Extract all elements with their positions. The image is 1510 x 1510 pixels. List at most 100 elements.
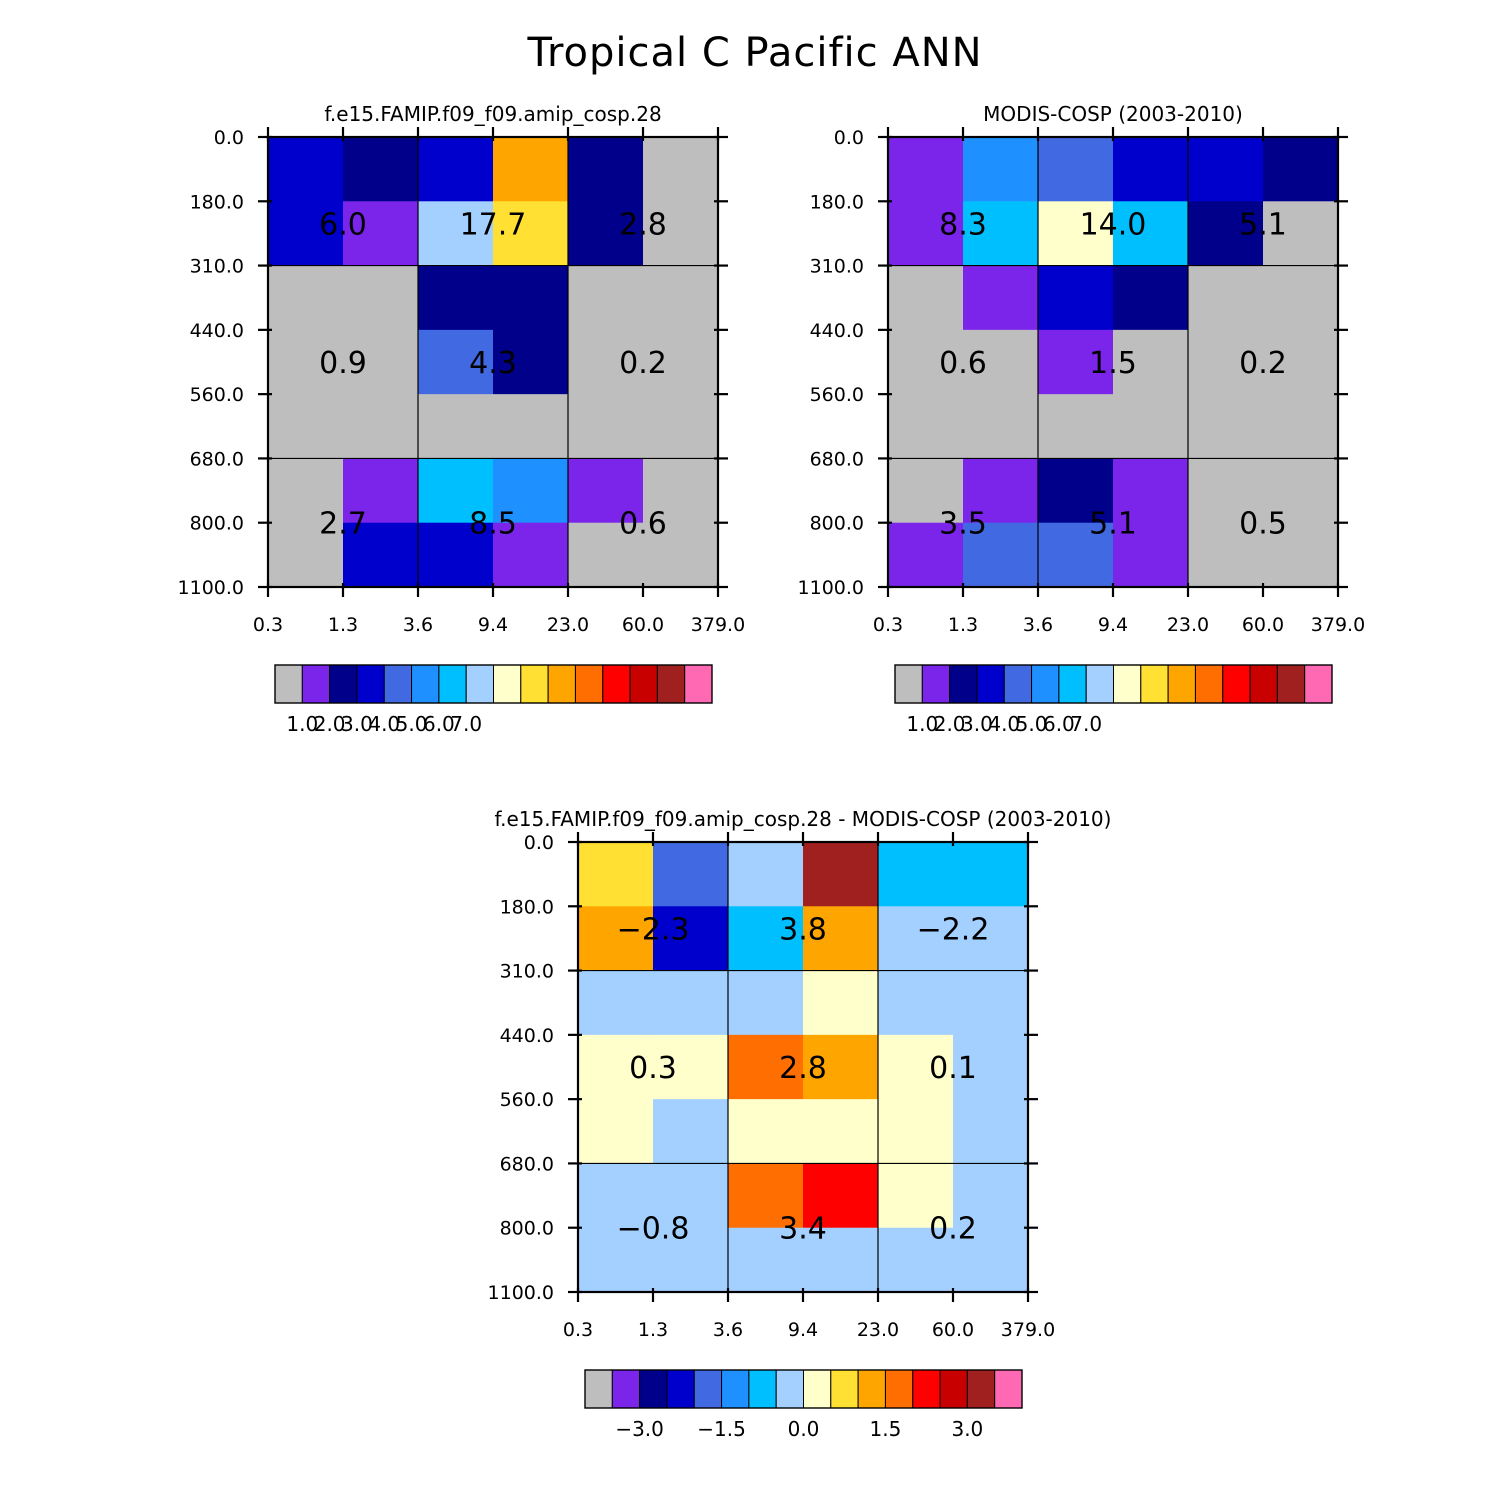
y-tick-label: 680.0 (190, 448, 244, 470)
colorbar-swatch (1167, 664, 1196, 704)
colorbar-swatch (465, 664, 494, 704)
heatmap-cell (418, 458, 494, 524)
colorbar-label: 6.0 (423, 712, 455, 736)
x-tick-label: 60.0 (622, 614, 664, 636)
heatmap-cell (1188, 265, 1264, 331)
heatmap-cell (568, 522, 644, 588)
heatmap-cell (888, 265, 964, 331)
colorbar-swatch (611, 1369, 641, 1409)
heatmap-cell (643, 458, 719, 524)
colorbar-swatch (775, 1369, 804, 1409)
heatmap-cell (803, 1227, 879, 1293)
x-tick-label: 9.4 (1098, 614, 1128, 636)
heatmap-cell (418, 329, 494, 395)
cell-value-label: 2.7 (319, 507, 367, 542)
x-tick-label: 0.3 (873, 614, 903, 636)
heatmap-cell (963, 458, 1039, 524)
colorbar-swatch (1058, 664, 1087, 704)
panel-obs: MODIS-COSP (2003-2010) 0.0 180.0 310.0 440.0… (798, 102, 1366, 736)
heatmap-cell (1113, 201, 1189, 267)
heatmap-cell (343, 329, 419, 395)
heatmap-cell (878, 1099, 954, 1165)
heatmap-cell (963, 329, 1039, 395)
x-tick-label: 0.3 (253, 614, 283, 636)
x-tick-label: 60.0 (932, 1319, 974, 1341)
x-tick-label: 3.6 (403, 614, 433, 636)
heatmap-cell (1188, 329, 1264, 395)
heatmap-cell (578, 970, 654, 1036)
heatmap-cell (1113, 458, 1189, 524)
panel-model: f.e15.FAMIP.f09_f09.amip_cosp.28 0.0 180.0… (178, 102, 746, 736)
heatmap-cell (888, 329, 964, 395)
heatmap-cell (643, 522, 719, 588)
colorbar-swatch (803, 1369, 832, 1409)
colorbar-swatch (1304, 664, 1333, 704)
heatmap-cell (878, 1163, 954, 1229)
x-tick-label: 1.3 (638, 1319, 668, 1341)
heatmap-cell (493, 265, 569, 331)
colorbar-frame (584, 1369, 1023, 1409)
heatmap-cell (1263, 458, 1339, 524)
colorbar-swatch (1140, 664, 1169, 704)
y-tick-label: 1100.0 (178, 577, 244, 599)
heatmap-cell (953, 970, 1029, 1036)
y-tick-label: 310.0 (190, 256, 244, 278)
cell-value-label: 17.7 (460, 207, 527, 242)
heatmap-cell (653, 1227, 729, 1293)
colorbar-swatch (721, 1369, 750, 1409)
heatmap-cell (963, 137, 1039, 202)
heatmap-cell (643, 137, 719, 202)
y-tick-label: 680.0 (500, 1153, 554, 1175)
y-tick-label: 0.0 (214, 127, 244, 149)
colorbar-swatch (1249, 664, 1278, 704)
heatmap-cell (493, 522, 569, 588)
colorbar-swatch (1085, 664, 1114, 704)
heatmap-cell (568, 458, 644, 524)
heatmap-cell (568, 265, 644, 331)
cell-value-label: 3.8 (779, 912, 827, 947)
cell-value-label: 14.0 (1080, 207, 1147, 242)
heatmap-cell (1113, 394, 1189, 460)
colorbar-swatch (356, 664, 385, 704)
heatmap-cell (1263, 137, 1339, 202)
x-tick-label: 3.6 (713, 1319, 743, 1341)
heatmap-cell (1038, 329, 1114, 395)
panel-title: MODIS-COSP (2003-2010) (983, 102, 1243, 126)
heatmap-cell (803, 1099, 879, 1165)
heatmap-cell (728, 906, 804, 972)
cell-value-label: 0.2 (1239, 346, 1287, 381)
plots-container: f.e15.FAMIP.f09_f09.amip_cosp.28 0.0 180.0… (178, 102, 1366, 1441)
heatmap-cell (343, 137, 419, 202)
colorbar-swatch (602, 664, 631, 704)
heatmap-cell (343, 201, 419, 267)
colorbar-swatch (748, 1369, 777, 1409)
y-tick-label: 680.0 (810, 448, 864, 470)
colorbar-swatch (301, 664, 331, 704)
cell-value-label: −2.3 (617, 912, 690, 947)
panel-title: f.e15.FAMIP.f09_f09.amip_cosp.28 (324, 102, 661, 126)
colorbar-swatch (411, 664, 440, 704)
colorbar-label: 2.0 (934, 712, 966, 736)
colorbar-swatch (921, 664, 951, 704)
heatmap-cell (418, 137, 494, 202)
y-tick-label: 180.0 (810, 191, 864, 213)
colorbar-swatch (939, 1369, 968, 1409)
colorbar-swatch (574, 664, 604, 704)
colorbar-swatch (438, 664, 467, 704)
x-tick-label: 379.0 (1001, 1319, 1055, 1341)
heatmap-cell (268, 201, 344, 267)
y-tick-label: 440.0 (500, 1025, 554, 1047)
colorbar-swatch (1113, 664, 1142, 704)
heatmap-cell (568, 329, 644, 395)
x-tick-label: 3.6 (1023, 614, 1053, 636)
y-tick-label: 440.0 (190, 320, 244, 342)
colorbar-label: 3.0 (951, 1417, 983, 1441)
heatmap-cell (1188, 394, 1264, 460)
colorbar-frame (894, 664, 1333, 704)
y-tick-label: 180.0 (500, 896, 554, 918)
panel-title: f.e15.FAMIP.f09_f09.amip_cosp.28 - MODIS… (495, 807, 1112, 831)
colorbar-swatch (894, 664, 923, 704)
heatmap-cell (1263, 329, 1339, 395)
heatmap-cell (268, 137, 344, 202)
heatmap-cell (1113, 137, 1189, 202)
